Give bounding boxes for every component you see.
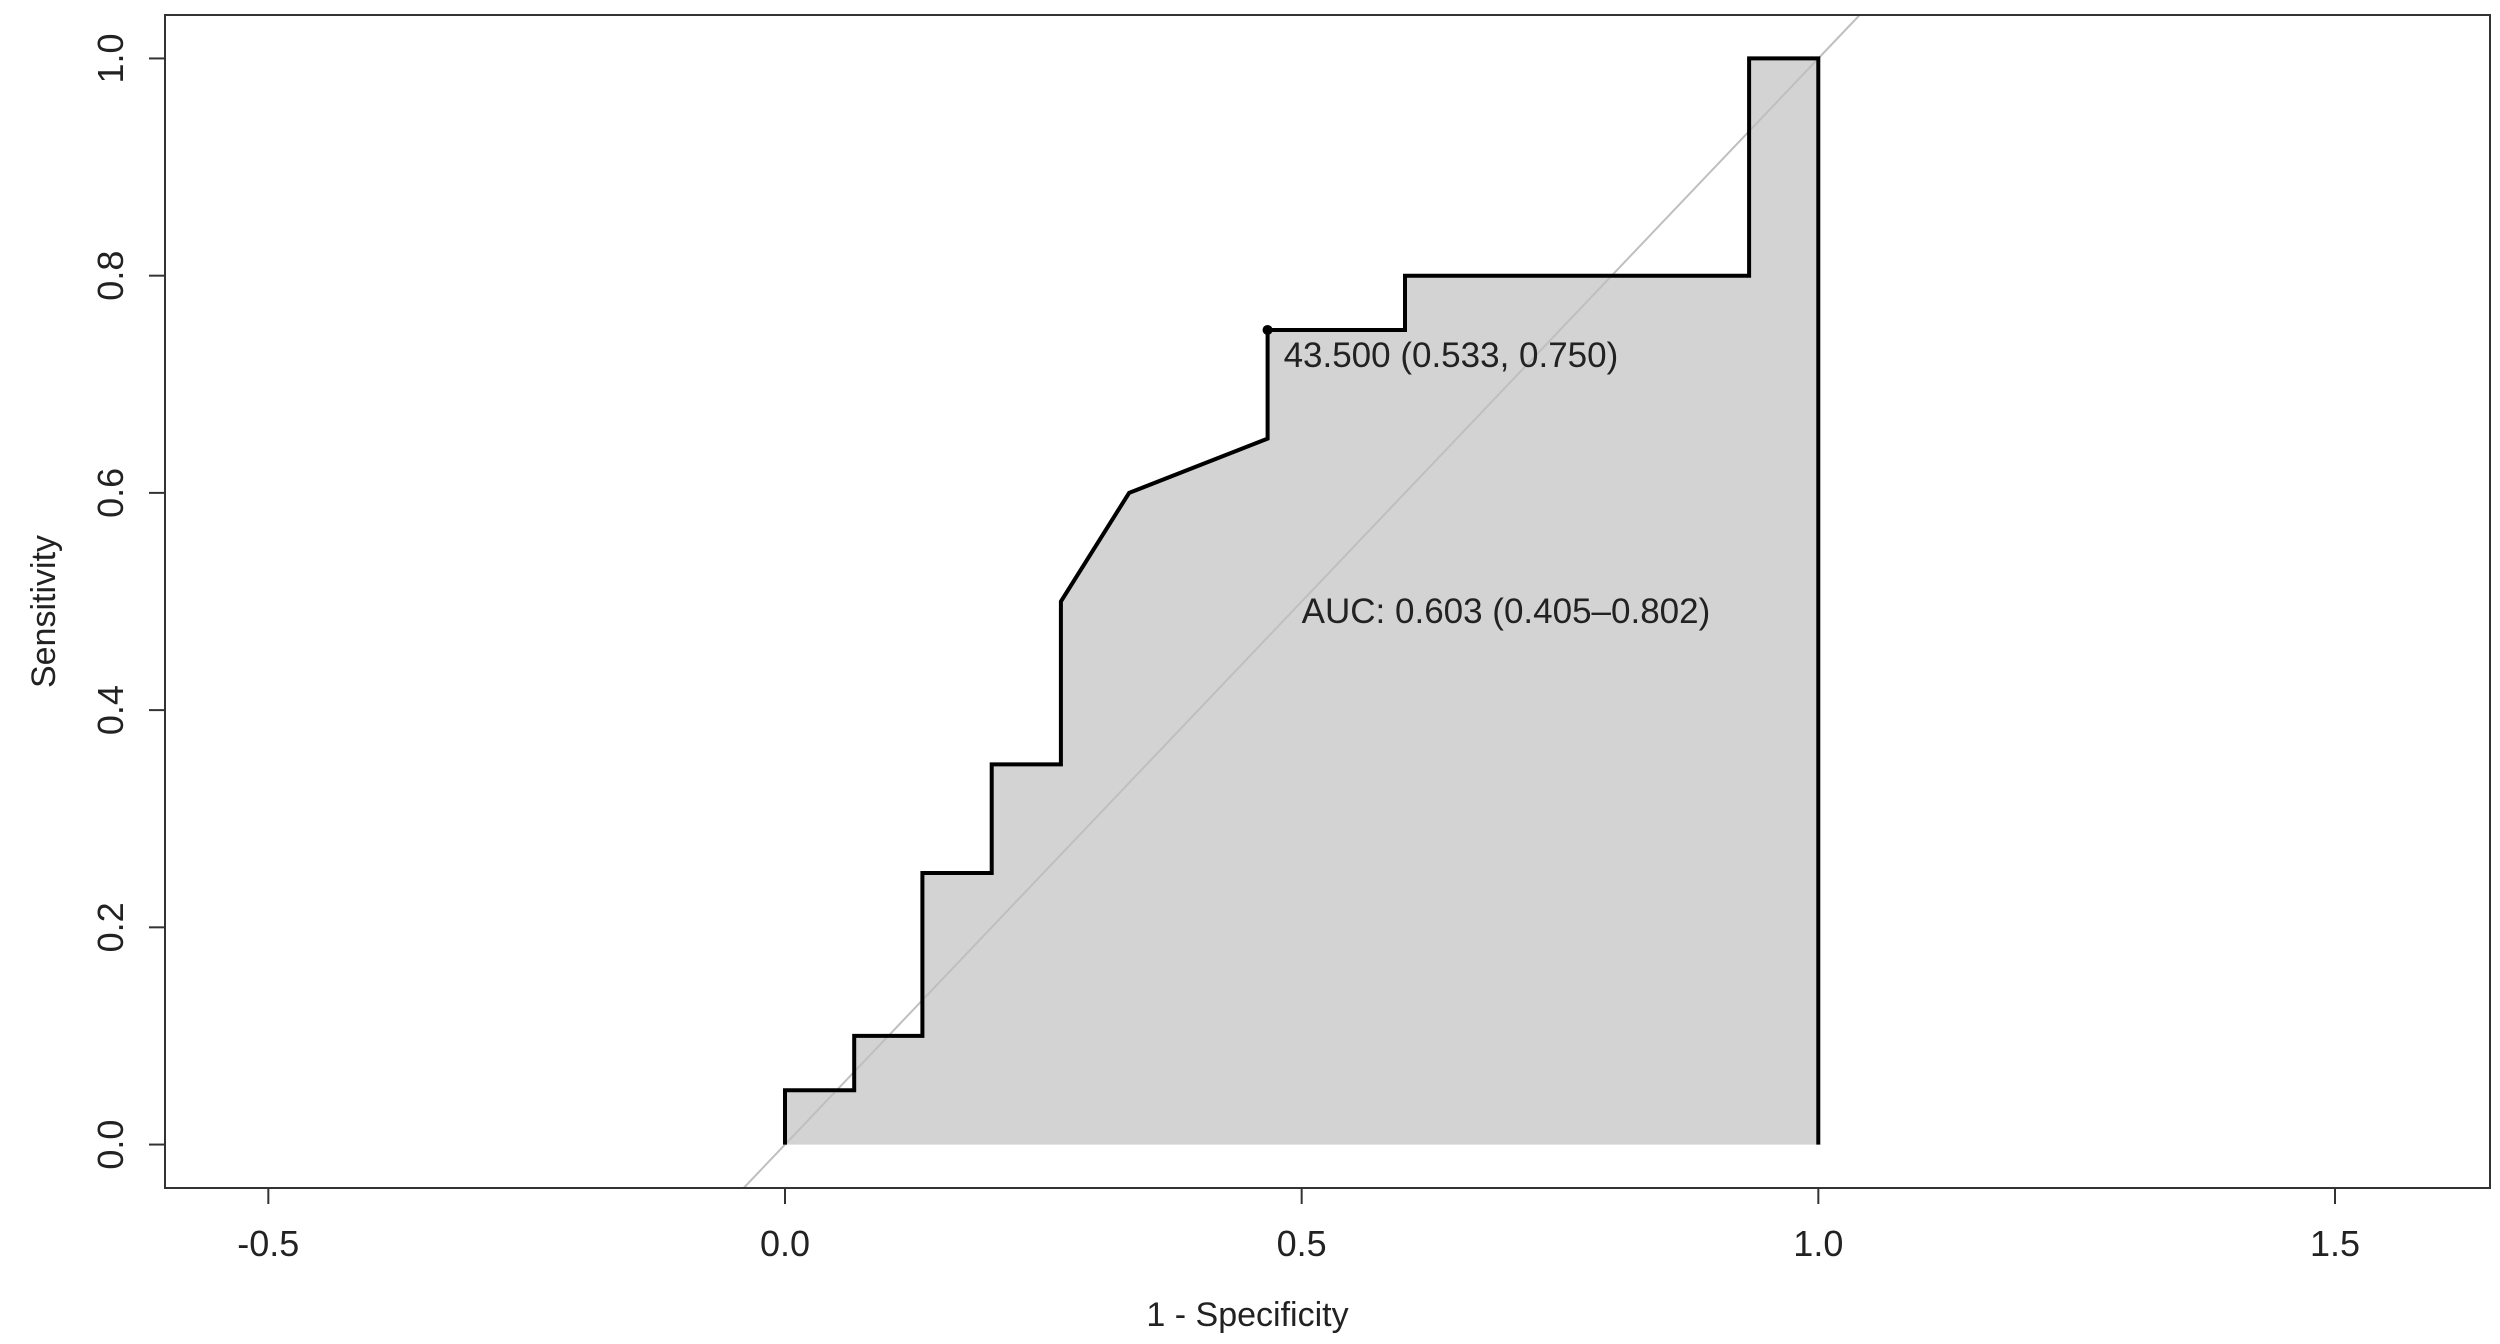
y-tick-label: 0.2 [90,902,131,952]
x-tick-label: 1.5 [2310,1223,2360,1264]
threshold-annotation: 43.500 (0.533, 0.750) [1284,336,1619,375]
y-axis: 0.0 0.2 0.4 0.6 0.8 1.0 [90,33,165,1170]
y-tick-label: 1.0 [90,33,131,83]
y-axis-label: Sensitivity [25,535,63,688]
y-tick-label: 0.0 [90,1120,131,1170]
plot-frame [164,14,2491,1189]
y-tick-label: 0.6 [90,468,131,518]
x-tick-label: -0.5 [237,1223,299,1264]
x-tick-label: 0.5 [1277,1223,1327,1264]
y-tick-label: 0.4 [90,685,131,735]
y-tick-label: 0.8 [90,251,131,301]
auc-annotation: AUC: 0.603 (0.405–0.802) [1302,592,1711,631]
x-axis-label: 1 - Specificity [1146,1296,1348,1334]
threshold-point [1262,324,1273,335]
x-tick-label: 1.0 [1793,1223,1843,1264]
x-axis: -0.5 0.0 0.5 1.0 1.5 [237,1188,2360,1264]
roc-curve-line [783,56,1821,1145]
x-tick-label: 0.0 [760,1223,810,1264]
reference-diagonal-line [742,14,1861,1189]
